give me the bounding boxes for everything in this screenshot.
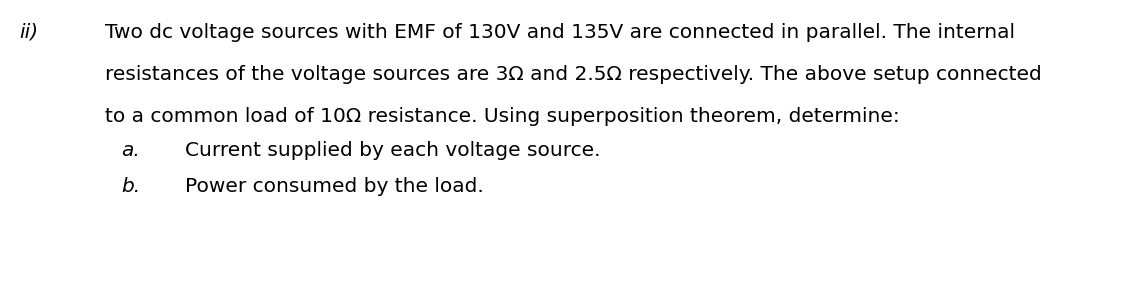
Text: Two dc voltage sources with EMF of 130V and 135V are connected in parallel. The : Two dc voltage sources with EMF of 130V … <box>105 23 1015 42</box>
Text: Power consumed by the load.: Power consumed by the load. <box>185 177 484 196</box>
Text: ii): ii) <box>19 23 39 42</box>
Text: resistances of the voltage sources are 3Ω and 2.5Ω respectively. The above setup: resistances of the voltage sources are 3… <box>105 65 1041 84</box>
Text: Current supplied by each voltage source.: Current supplied by each voltage source. <box>185 141 600 160</box>
Text: a.: a. <box>121 141 140 160</box>
Text: b.: b. <box>121 177 140 196</box>
Text: to a common load of 10Ω resistance. Using superposition theorem, determine:: to a common load of 10Ω resistance. Usin… <box>105 107 900 126</box>
